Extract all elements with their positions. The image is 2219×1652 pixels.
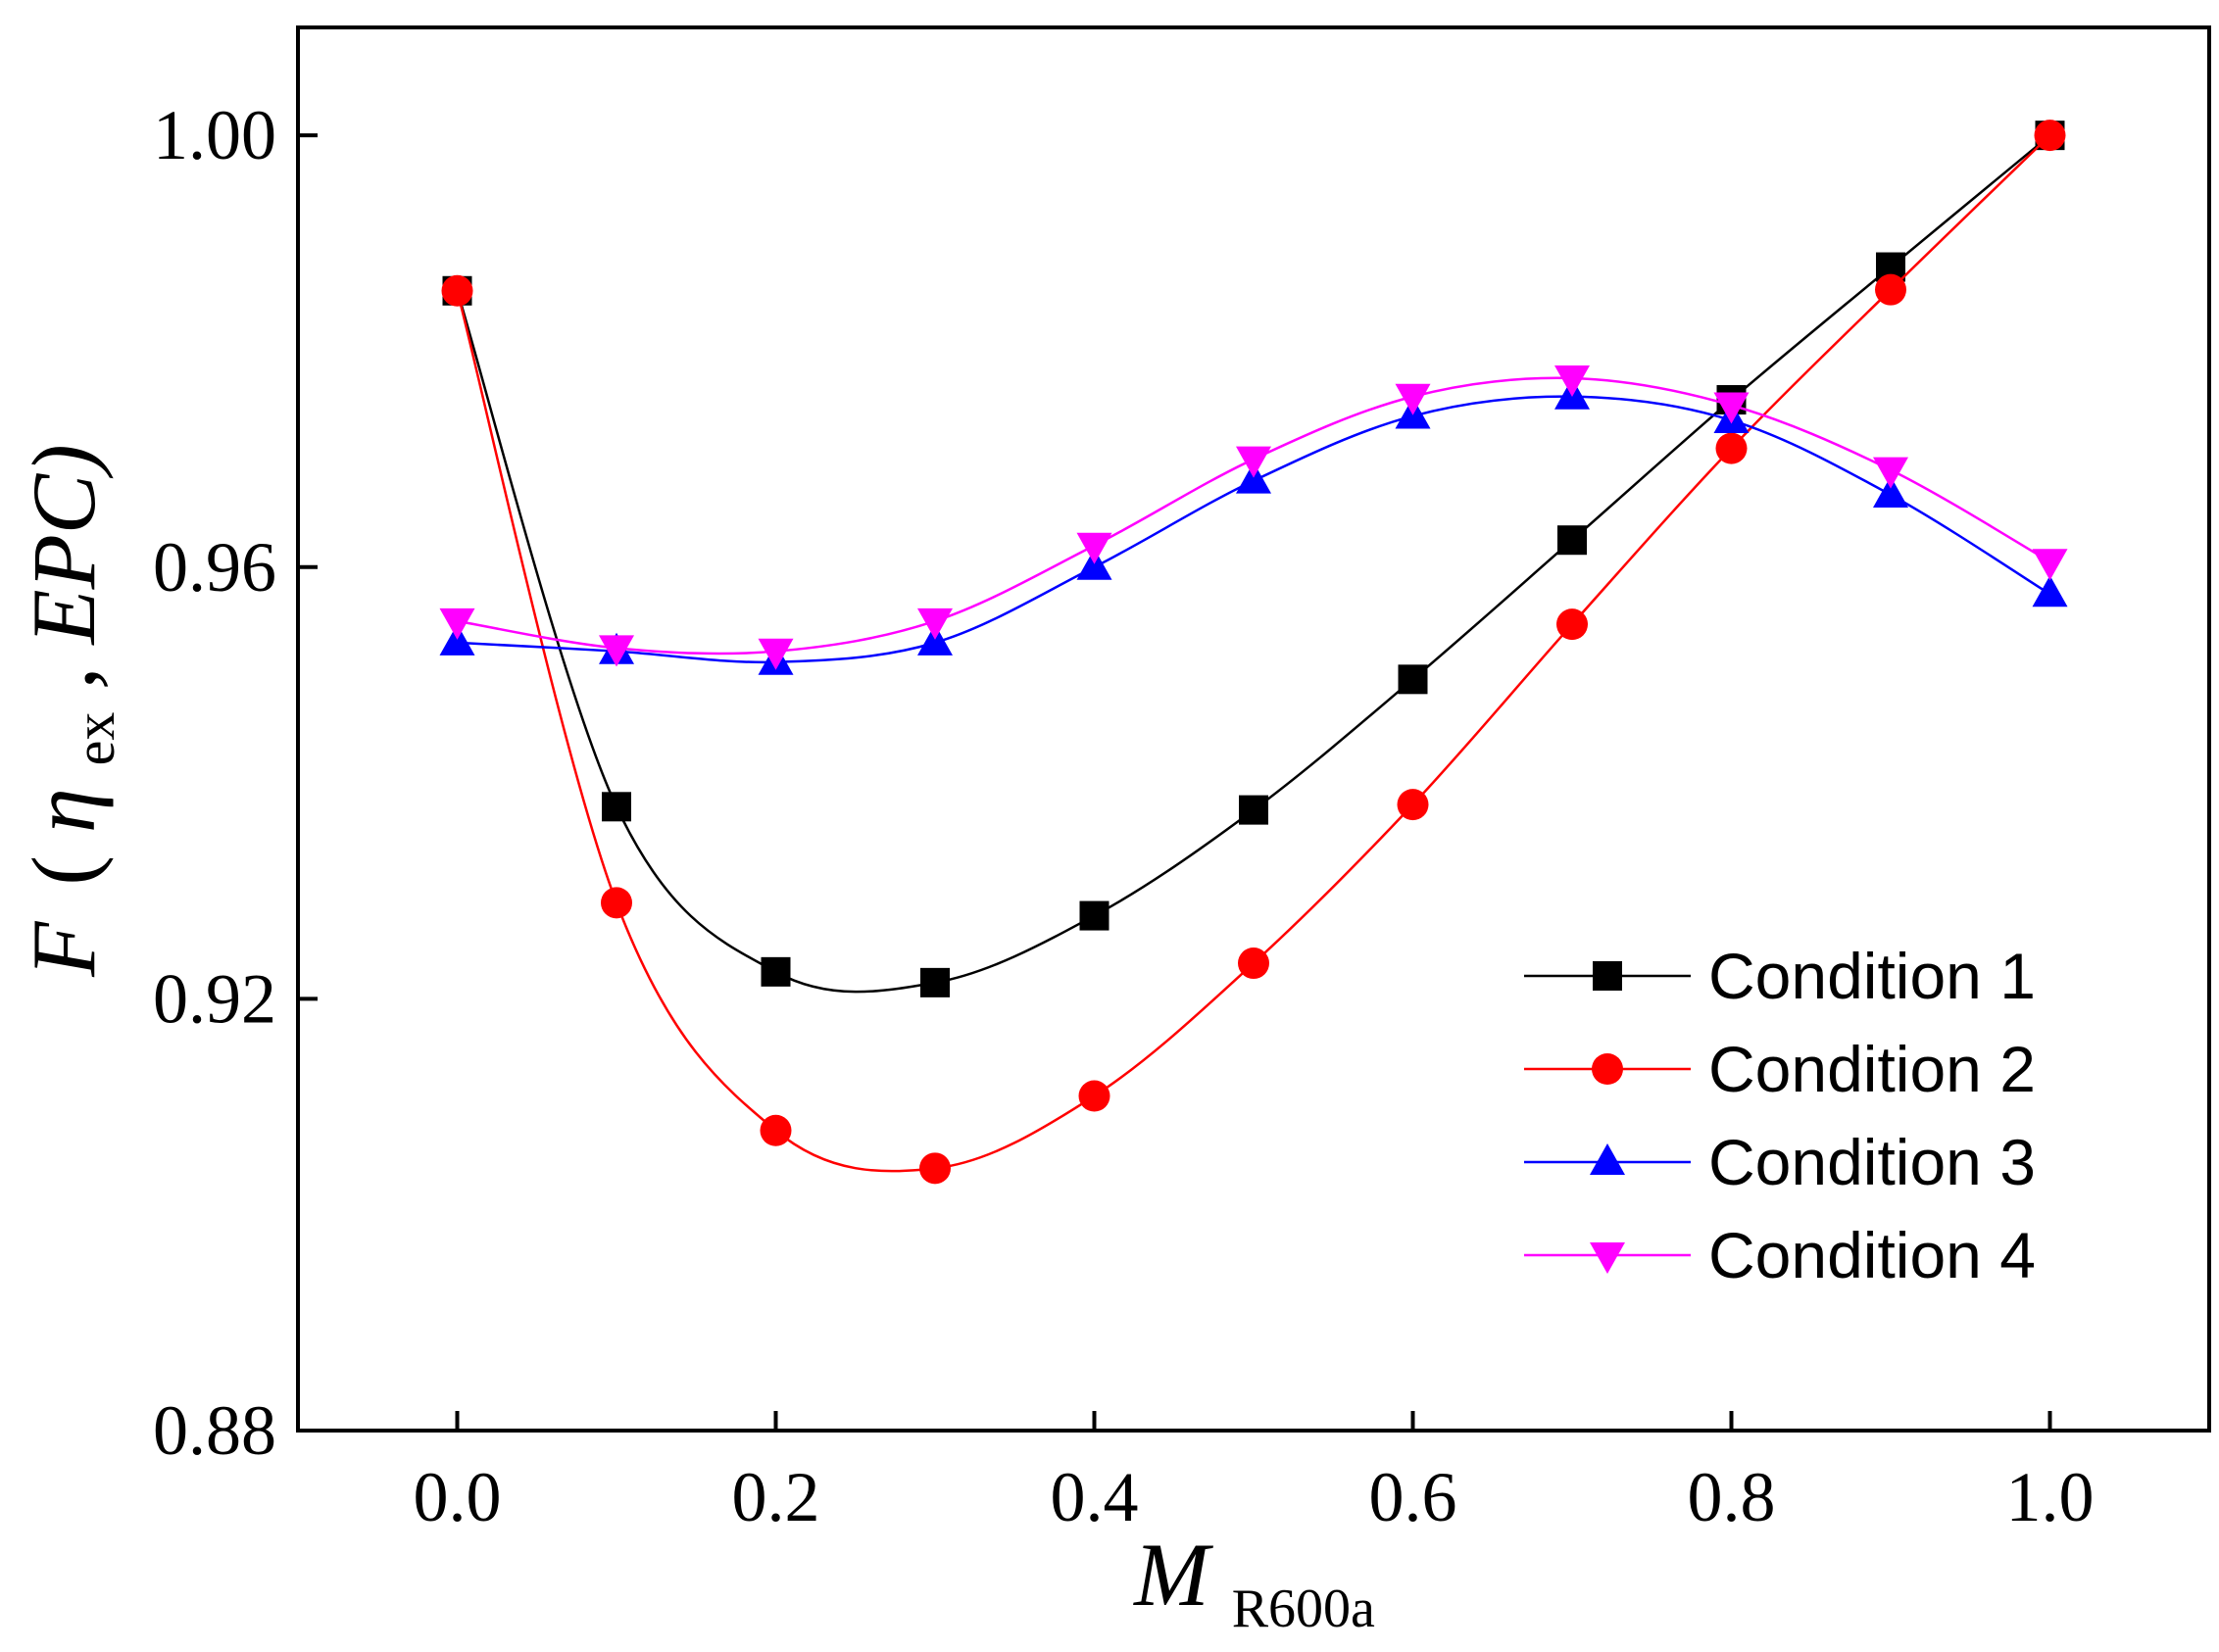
data-point — [919, 1152, 951, 1185]
y-tick-label: 0.92 — [153, 959, 276, 1038]
x-axis-title: M R600a — [1132, 1525, 1375, 1639]
y-tick-label: 1.00 — [153, 96, 276, 174]
data-point — [760, 1114, 792, 1146]
x-tick-label: 0.8 — [1688, 1458, 1776, 1536]
y-tick-label: 0.88 — [153, 1391, 276, 1470]
series-group — [439, 120, 2068, 1185]
legend-marker — [1590, 1242, 1625, 1274]
data-point — [1556, 608, 1588, 641]
y-axis-title: F ( η ex , EPC) — [14, 444, 133, 978]
data-point — [1078, 1080, 1110, 1112]
data-point — [1713, 392, 1750, 424]
data-point — [1873, 457, 1908, 489]
data-point — [2032, 549, 2068, 581]
data-point — [1239, 795, 1268, 825]
series-3 — [439, 377, 2068, 675]
data-point — [761, 956, 791, 987]
data-point — [1076, 532, 1112, 564]
data-point — [1557, 525, 1587, 556]
series-line — [456, 134, 2051, 1173]
data-point — [758, 638, 794, 670]
x-tick-label: 0.2 — [732, 1458, 820, 1536]
data-point — [1715, 432, 1748, 464]
series-line — [456, 134, 2051, 994]
plot-frame — [296, 25, 2211, 1433]
legend-marker — [1592, 1053, 1623, 1085]
data-point — [439, 607, 475, 640]
data-point — [599, 635, 634, 667]
data-point — [1076, 548, 1112, 580]
data-point — [920, 967, 950, 997]
x-tick-label: 1.0 — [2006, 1458, 2095, 1536]
series-line — [457, 376, 2051, 656]
x-tick-label: 0.0 — [414, 1458, 502, 1536]
legend-label: Condition 2 — [1708, 1033, 2036, 1105]
series-1 — [442, 121, 2065, 997]
data-point — [1554, 365, 1590, 397]
legend-marker — [1593, 961, 1622, 991]
x-tick-label: 0.6 — [1369, 1458, 1457, 1536]
data-point — [2034, 120, 2066, 152]
legend-item: Condition 1 — [1524, 940, 2036, 1012]
legend-label: Condition 1 — [1708, 940, 2036, 1012]
data-point — [1398, 664, 1428, 695]
data-point — [917, 623, 953, 656]
legend-item: Condition 2 — [1524, 1033, 2036, 1105]
legend-label: Condition 4 — [1708, 1219, 2036, 1291]
data-point — [917, 607, 953, 640]
data-point — [1395, 383, 1431, 415]
series-2 — [441, 120, 2066, 1185]
data-point — [1397, 789, 1429, 821]
x-tick-label: 0.4 — [1051, 1458, 1139, 1536]
series-line — [457, 395, 2051, 664]
data-point — [1873, 475, 1908, 508]
data-point — [1236, 446, 1271, 478]
legend-item: Condition 3 — [1524, 1126, 2036, 1198]
legend-marker — [1590, 1143, 1625, 1175]
data-point — [1875, 273, 1906, 306]
data-point — [1236, 462, 1271, 494]
data-point — [439, 623, 475, 656]
legend: Condition 1 Condition 2 Condition 3 Conditi… — [1524, 940, 2036, 1291]
y-tick-label: 0.96 — [153, 528, 276, 607]
series-4 — [439, 365, 2068, 670]
data-point — [602, 792, 631, 822]
legend-item: Condition 4 — [1524, 1219, 2036, 1291]
axis-ticks: 0.0 0.2 0.4 0.6 0.8 1.0 0.88 0.92 0.96 1.00 — [153, 96, 2095, 1536]
data-point — [1079, 900, 1110, 931]
data-point — [2032, 575, 2068, 607]
legend-label: Condition 3 — [1708, 1126, 2036, 1198]
data-point — [1238, 947, 1269, 980]
data-point — [601, 887, 632, 919]
data-point — [441, 274, 473, 307]
